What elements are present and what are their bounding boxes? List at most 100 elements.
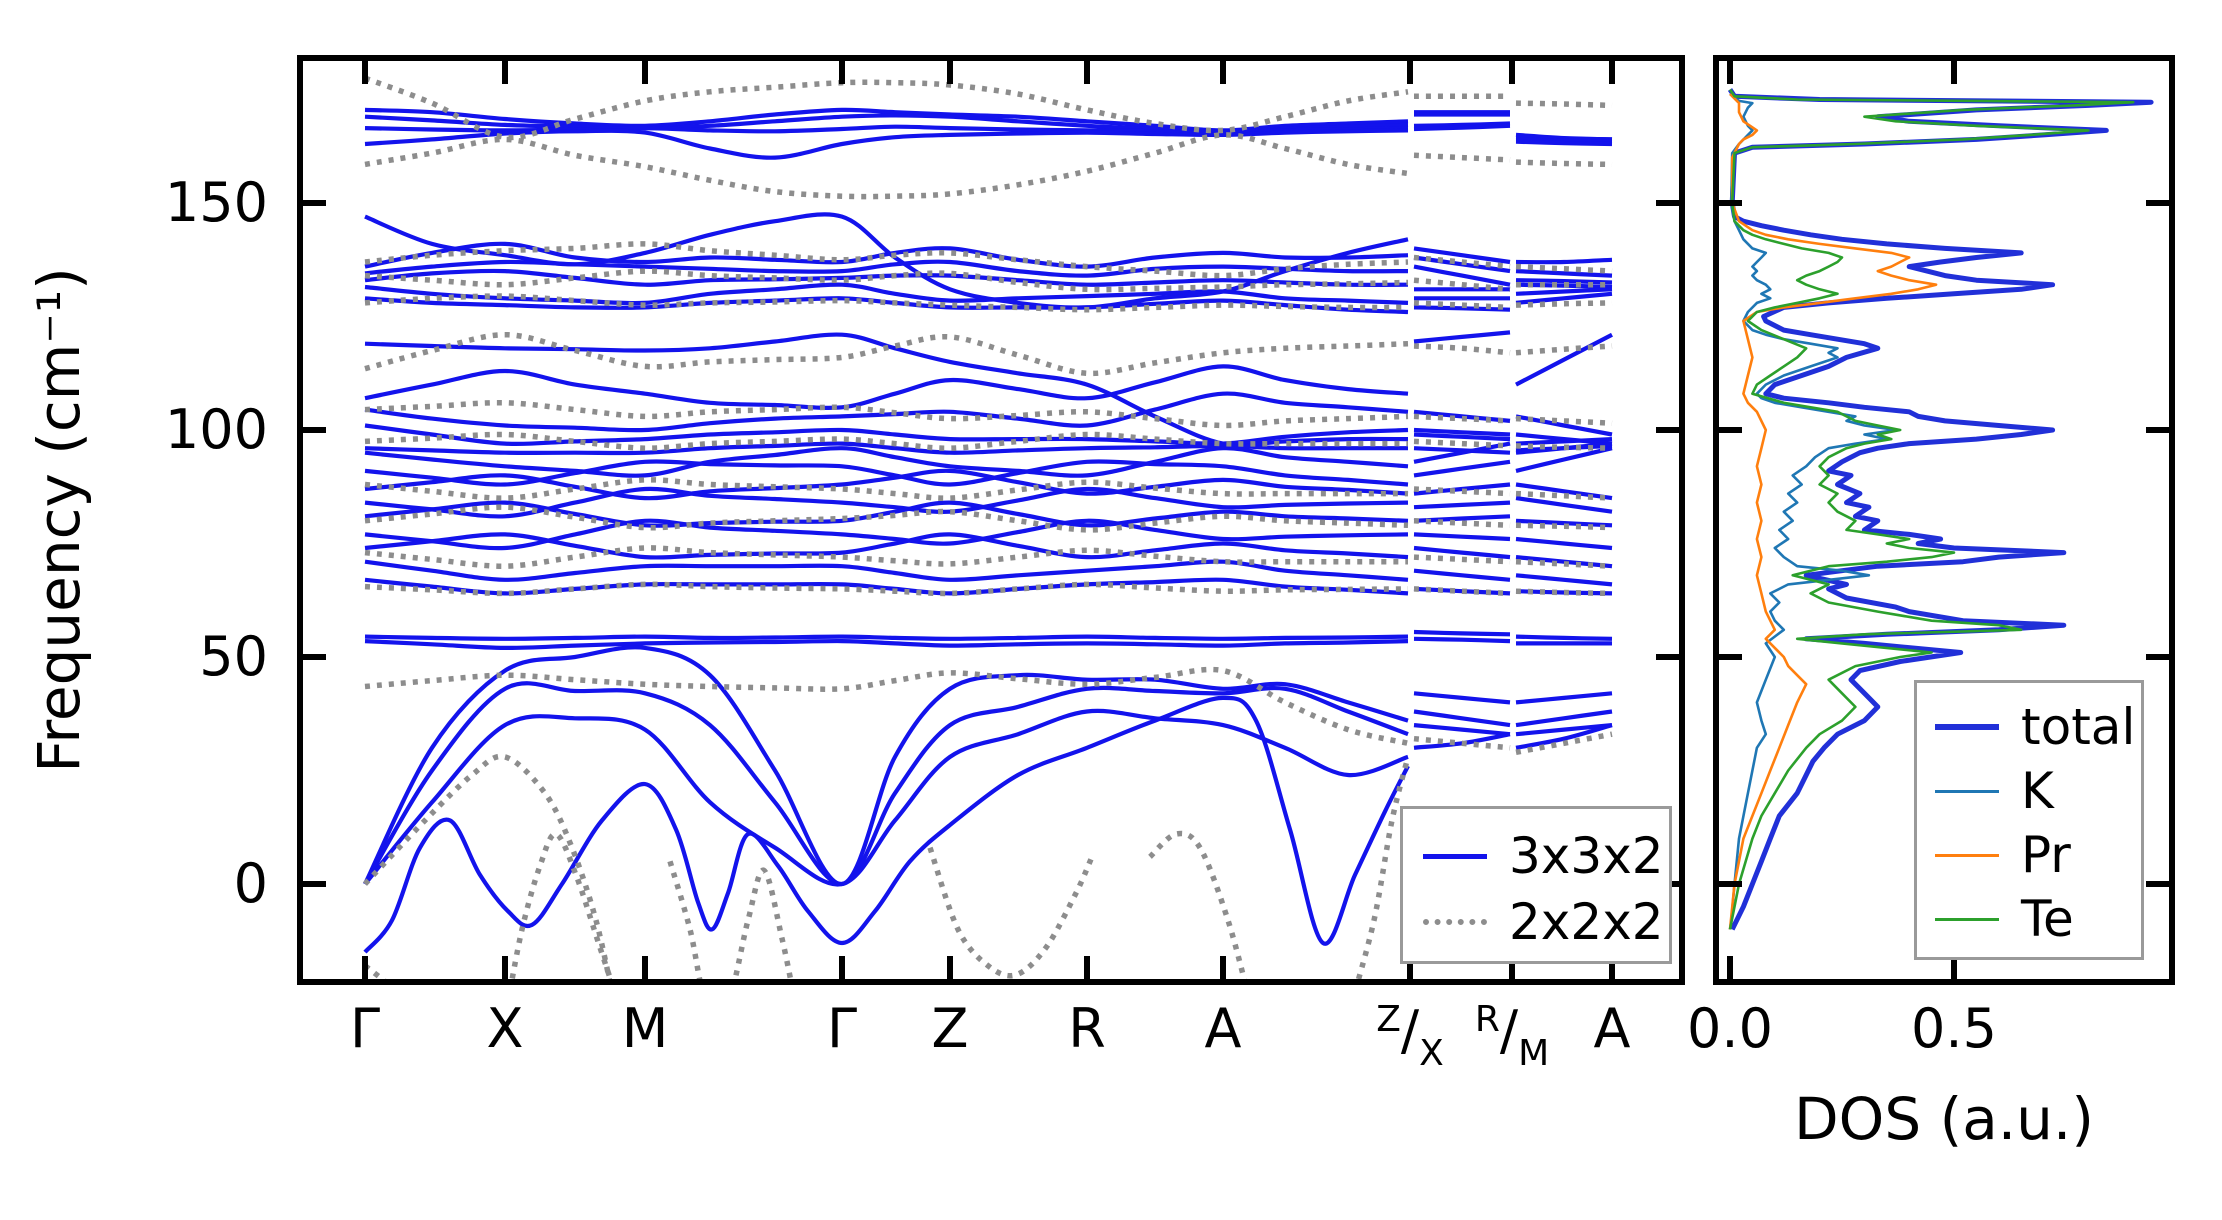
phonon-band [1413,629,1511,637]
phonon-band [1413,152,1511,163]
dos-curve-Pr [1728,93,1938,930]
k-point-label: A [1204,997,1242,1060]
k-point-label: R/M [1474,999,1550,1074]
legend-item-2x2x2: 2x2x2 [1423,889,1669,955]
band-structure-curves [362,75,1613,982]
phonon-band [1413,446,1511,455]
phonon-band [364,581,1409,597]
legend-label: 2x2x2 [1509,893,1664,951]
phonon-band [364,468,1409,501]
band-series-2x2x2 [362,75,1613,982]
phonon-band [364,431,1408,451]
k-line-swatch [1935,789,1999,793]
phonon-band [364,477,1408,501]
phonon-band [1515,291,1613,305]
phonon-band [362,753,613,982]
k-point-label: Z/X [1376,999,1444,1074]
phonon-band [363,681,1409,887]
phonon-band [1515,139,1613,147]
phonon-band [364,459,1409,487]
phonon-band [1413,532,1511,542]
k-point-label: Γ [826,997,858,1060]
phonon-band [1515,159,1613,168]
phonon-band [1413,121,1511,128]
dos-x-axis-label: DOS (a.u.) [1794,1085,2094,1153]
te-line-swatch [1935,917,1999,921]
phonon-band [364,241,1409,279]
phonon-band [364,296,1409,315]
phonon-band [1515,263,1613,274]
phonon-band [1515,588,1613,597]
phonon-band [1413,413,1511,424]
dos-curve-K [1728,92,1898,930]
y-axis-label: Frequency (cm⁻¹) [25,267,93,773]
phonon-band [927,846,1095,979]
legend-label: 3x3x2 [1509,827,1664,885]
phonon-band [1515,343,1613,356]
dos-panel-frame [1713,55,2175,985]
pr-line-swatch [1935,853,1999,857]
phonon-band [1413,482,1511,496]
legend-label: Te [2021,890,2074,948]
phonon-band [364,532,1409,560]
phonon-band [1413,636,1511,644]
phonon-band [1413,691,1511,705]
total-line-swatch [1935,724,1999,730]
phonon-band [364,504,1409,533]
phonon-band [1515,257,1613,265]
phonon-band [1515,709,1613,728]
phonon-band [1413,246,1511,265]
phonon-band [508,831,615,982]
axes [297,55,2175,985]
phonon-band [364,75,1409,141]
y-tick-label: 100 [164,398,268,461]
legend-item-K: K [1935,759,2141,823]
phonon-band [1413,568,1511,582]
dos-curve-total [1727,88,2154,931]
phonon-band [1515,415,1613,426]
legend-item-Te: Te [1935,887,2141,951]
phonon-band [1515,496,1613,514]
phonon-band [1515,573,1613,587]
phonon-band [364,638,1409,651]
phonon-band [667,860,794,982]
y-tick-label: 0 [233,852,268,915]
phonon-band [1515,490,1613,501]
phonon-band [1413,427,1511,437]
phonon-band [1515,437,1613,446]
phonon-band [364,293,1409,313]
phonon-band [1515,269,1613,278]
k-point-label: Γ [349,997,381,1060]
phonon-band [1515,414,1613,437]
k-point-label: Z [931,997,969,1060]
phonon-band [364,545,1408,569]
legend-label: K [2021,762,2054,820]
phonon-band [1413,545,1511,560]
phonon-band [1515,731,1613,756]
phonon-band [1413,486,1511,497]
k-point-label: A [1593,997,1631,1060]
phonon-band [1413,264,1511,287]
phonon-band [1413,723,1511,737]
phonon-band [363,695,1410,954]
y-tick-label: 150 [164,171,268,234]
phonon-band [1515,558,1613,569]
phonon-band [364,331,1409,377]
phonon-band [1413,518,1511,529]
phonon-band [1413,586,1511,597]
phonon-band [1148,830,1248,982]
phonon-band [1413,330,1511,344]
phonon-band [1515,536,1613,551]
band-panel-frame [297,55,1685,985]
legend-item-3x3x2: 3x3x2 [1423,823,1669,889]
phonon-band [1413,709,1511,728]
y-tick-label: 50 [199,625,268,688]
phonon-band [1413,343,1511,356]
legend-item-total: total [1935,695,2141,759]
phonon-band [363,645,1409,887]
phonon-band [1515,332,1613,387]
phonon-band [1515,137,1613,144]
phonon-band [1515,100,1613,109]
phonon-band [1515,443,1613,451]
phonon-band [1413,735,1511,751]
